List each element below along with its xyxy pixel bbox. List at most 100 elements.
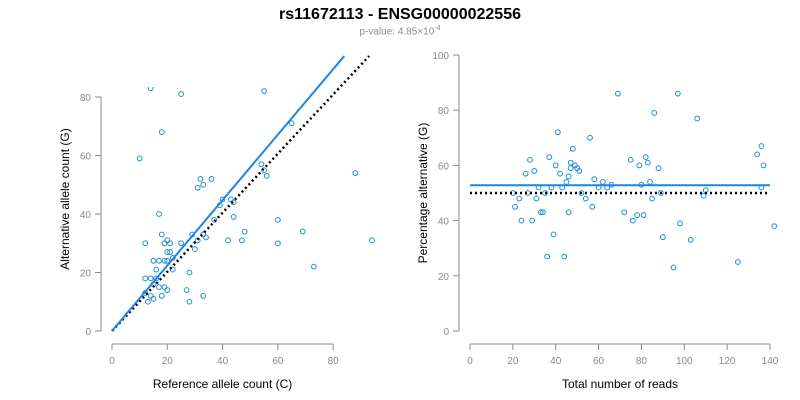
data-point [274,216,281,223]
y-tick-label: 20 [80,269,92,280]
data-point [649,195,656,202]
data-point [158,231,165,238]
data-point [694,115,701,122]
data-point [263,173,270,179]
x-tick-label: 80 [636,356,648,367]
data-point [164,249,171,255]
page-title: rs11672113 - ENSG00000022556 [279,6,521,23]
data-point [156,211,162,217]
data-point [636,162,643,169]
data-point [153,275,160,282]
data-point [147,87,154,92]
data-point [531,168,538,174]
data-point [239,237,245,244]
data-point [183,287,190,293]
data-point [274,240,281,247]
data-point [557,170,563,177]
data-point [578,190,585,196]
data-point [533,195,540,202]
data-point [158,293,165,299]
data-point [161,284,168,291]
data-point [546,154,553,161]
data-point [299,228,306,235]
x-tick-label: 80 [328,356,340,367]
data-point [352,170,359,176]
data-point [158,129,165,136]
x-tick-label: 0 [467,356,473,367]
data-point [178,91,185,97]
data-point [147,293,154,299]
data-point [647,179,653,185]
data-point [634,212,641,218]
data-point [234,62,239,67]
data-point [527,156,533,163]
y-tick-label: 0 [85,327,91,338]
data-point [208,176,215,182]
data-point [150,295,157,302]
data-point [569,145,576,152]
data-point [674,90,681,97]
right-panel: 0 20 40 60 80 100 120 140 0 20 40 60 80 100 Total numb… [416,51,779,391]
data-point [310,263,317,270]
data-point [537,209,544,216]
data-point [563,179,570,185]
data-point [561,253,568,260]
data-point [687,237,694,243]
data-point [142,275,149,282]
data-point [192,246,198,253]
y-tick-label: 40 [80,210,92,221]
data-point [368,237,375,244]
data-point [758,143,765,149]
data-point [161,240,168,247]
data-point [156,284,162,291]
data-point [242,80,247,85]
data-point [734,259,741,265]
data-point [145,298,151,305]
data-point [644,159,651,166]
data-point [186,269,193,276]
y-axis-title: Percentage alternative (G) [416,123,430,264]
points-group [136,62,375,305]
fit-line [111,55,345,332]
y-tick-label: 60 [438,161,450,172]
data-point [178,240,185,247]
data-point [627,156,634,163]
data-point [655,165,662,172]
y-tick-label: 60 [80,152,92,163]
data-point [258,161,265,168]
data-point [147,275,154,282]
y-tick-label: 100 [432,51,449,62]
data-point [640,212,647,218]
data-point [550,231,557,238]
data-point [194,184,201,191]
data-point [700,192,707,199]
y-tick-label: 40 [438,217,450,228]
data-point [576,168,583,174]
data-point [754,151,761,158]
x-tick-label: 0 [109,356,115,367]
x-tick-label: 40 [550,356,562,367]
data-point [164,237,171,244]
data-point [227,196,234,203]
x-tick-label: 120 [719,356,736,367]
y-axis-title: Alternative allele count (G) [58,128,72,269]
data-point [542,190,548,196]
data-point [161,257,168,264]
data-point [230,214,237,220]
y-tick-label: 20 [438,272,450,283]
data-point [565,209,572,216]
data-point [567,159,574,166]
y-tick-label: 80 [438,106,450,117]
y-tick-label: 80 [80,93,92,104]
data-point [241,228,248,235]
data-point [760,162,767,169]
data-point [651,110,658,116]
data-point [200,293,207,299]
y-tick-label: 0 [443,327,449,338]
data-point [614,90,621,97]
x-tick-label: 140 [762,356,779,367]
data-point [565,173,572,180]
data-point [153,266,160,273]
data-point [621,209,628,216]
x-tick-label: 60 [593,356,605,367]
